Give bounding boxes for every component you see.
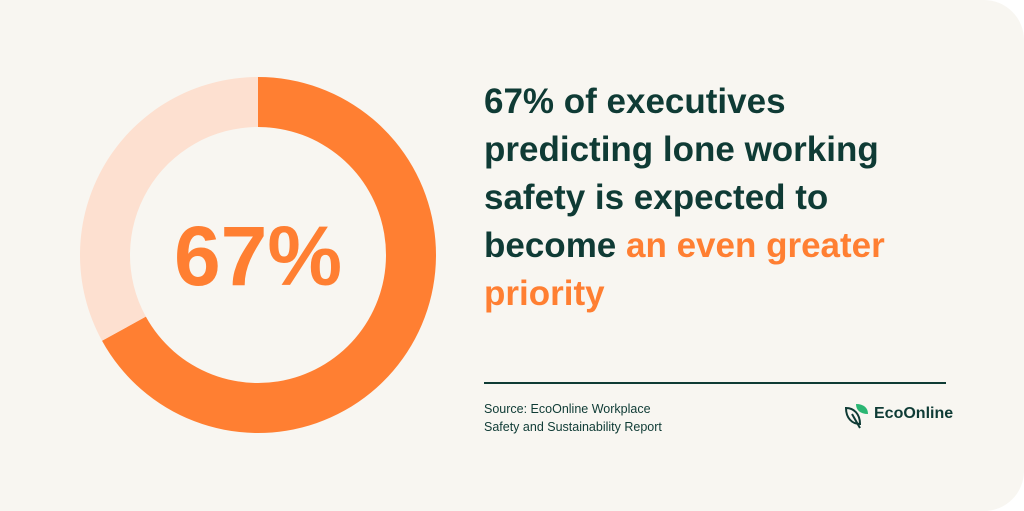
- headline: 67% of executives predicting lone workin…: [484, 82, 879, 265]
- donut-segment: [102, 77, 437, 433]
- brand-logo-icon: [844, 404, 868, 429]
- divider: [484, 382, 946, 384]
- headline-block: 67% of executives predicting lone workin…: [484, 78, 924, 318]
- headline-highlight: an even greater priority: [484, 226, 885, 313]
- donut-segment: [79, 77, 258, 341]
- donut-chart: 67%: [79, 77, 437, 433]
- center-label: 67%: [174, 209, 342, 303]
- brand-name: EcoOnline: [874, 405, 954, 422]
- source-note: Source: EcoOnline Workplace Safety and S…: [484, 402, 662, 434]
